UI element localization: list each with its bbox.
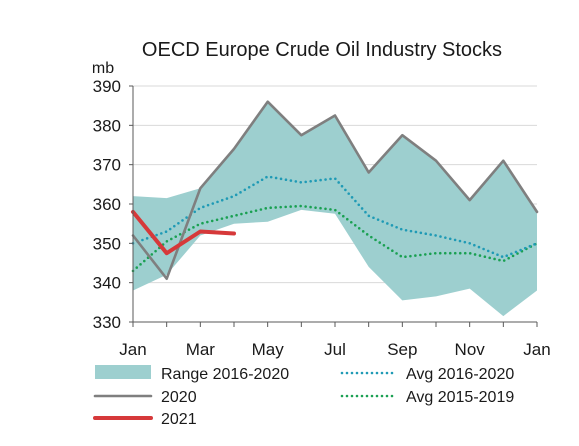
- y-tick-label-350: 350: [93, 234, 121, 253]
- x-tick-label-4: Sep: [387, 340, 417, 359]
- legend-label-2020: 2020: [161, 389, 197, 406]
- legend-label-2021: 2021: [161, 411, 197, 428]
- legend: Range 2016-2020 2020 2021 Avg 2016-2020 Avg …: [93, 365, 514, 428]
- series-line-2021: [131, 209, 236, 256]
- y-tick-label-370: 370: [93, 156, 121, 175]
- series-line-avg-2015-2019: [131, 204, 539, 273]
- series-line-avg-2016-2020: [131, 175, 539, 259]
- x-tick-label-2: May: [252, 340, 285, 359]
- y-tick-label-330: 330: [93, 313, 121, 332]
- y-tick-label-380: 380: [93, 116, 121, 135]
- axes: [129, 85, 538, 327]
- legend-label-avg-2016-2020: Avg 2016-2020: [406, 366, 514, 383]
- y-tick-label-340: 340: [93, 274, 121, 293]
- series-lines: [131, 100, 539, 281]
- y-unit-label: mb: [92, 60, 114, 77]
- series-line-2020: [131, 100, 539, 281]
- legend-swatch-range-2016-2020: [95, 365, 151, 379]
- x-tick-labels: Jan Mar May Jul Sep Nov Jan: [119, 340, 550, 359]
- y-tick-label-390: 390: [93, 77, 121, 96]
- chart-title: OECD Europe Crude Oil Industry Stocks: [142, 39, 502, 61]
- range-area-group: [133, 101, 537, 317]
- legend-label-range-2016-2020: Range 2016-2020: [161, 366, 289, 383]
- x-tick-label-5: Nov: [455, 340, 486, 359]
- x-tick-label-0: Jan: [119, 340, 146, 359]
- range-area: [133, 101, 537, 317]
- x-tick-label-1: Mar: [186, 340, 216, 359]
- x-tick-label-3: Jul: [324, 340, 346, 359]
- y-tick-labels: 330 340 350 360 370 380 390: [93, 77, 121, 332]
- x-tick-label-6: Jan: [523, 340, 550, 359]
- legend-label-avg-2015-2019: Avg 2015-2019: [406, 389, 514, 406]
- y-tick-label-360: 360: [93, 195, 121, 214]
